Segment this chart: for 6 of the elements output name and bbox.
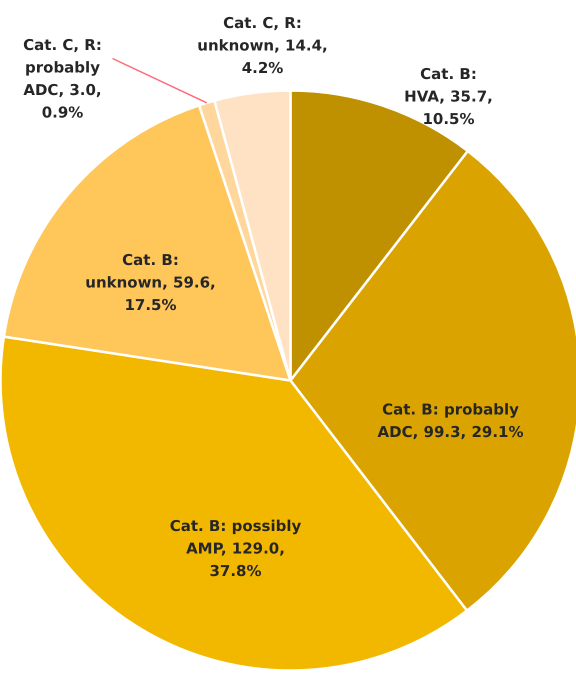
slice-label: Cat. C, R: probably ADC, 3.0, 0.9% (23, 36, 102, 122)
slice-label: Cat. B: possibly AMP, 129.0, 37.8% (170, 517, 302, 580)
slice-label: Cat. B: probably ADC, 99.3, 29.1% (378, 400, 524, 441)
slice-label: Cat. B: HVA, 35.7, 10.5% (404, 65, 493, 128)
slice-label: Cat. B: unknown, 59.6, 17.5% (85, 251, 216, 314)
slice-label: Cat. C, R: unknown, 14.4, 4.2% (197, 14, 328, 77)
